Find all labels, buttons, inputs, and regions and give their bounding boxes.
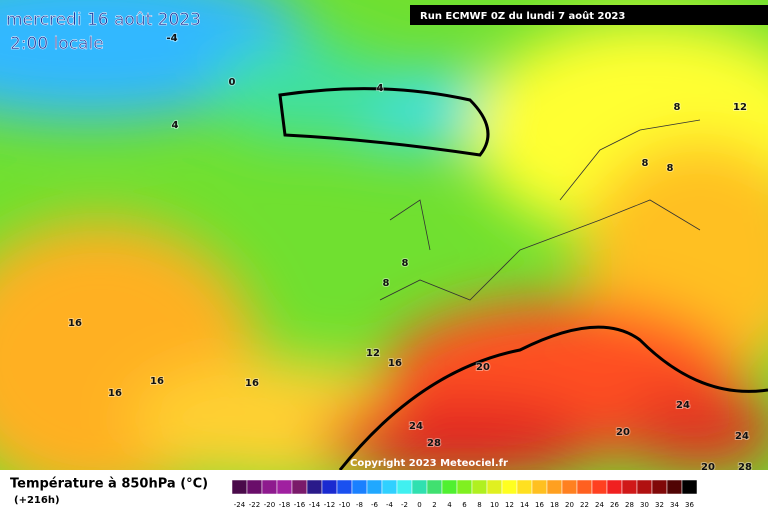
map-time: 2:00 locale bbox=[10, 34, 104, 54]
colorbar-swatch bbox=[606, 479, 623, 495]
colorbar-label: 34 bbox=[670, 501, 679, 509]
contour-label: 20 bbox=[616, 427, 630, 438]
colorbar-swatch bbox=[636, 479, 653, 495]
colorbar-label: -24 bbox=[234, 501, 246, 509]
colorbar-swatch bbox=[441, 479, 458, 495]
colorbar-label: -2 bbox=[401, 501, 408, 509]
contour-label: 4 bbox=[172, 120, 179, 131]
map-date: mercredi 16 août 2023 bbox=[6, 10, 201, 30]
colorbar-swatch bbox=[321, 479, 338, 495]
contour-label: 24 bbox=[735, 431, 749, 442]
colorbar-label: 16 bbox=[535, 501, 544, 509]
colorbar-label: -6 bbox=[371, 501, 379, 509]
contour-label: 16 bbox=[245, 378, 259, 389]
contour-label: -4 bbox=[166, 33, 177, 44]
contour-label: 8 bbox=[383, 278, 390, 289]
temperature-field bbox=[0, 0, 768, 500]
colorbar-swatch bbox=[621, 479, 638, 495]
colorbar-label: 4 bbox=[447, 501, 452, 509]
colorbar-label: -8 bbox=[356, 501, 363, 509]
contour-label: 16 bbox=[108, 388, 122, 399]
colorbar-swatch bbox=[231, 479, 248, 495]
contour-label: 8 bbox=[674, 102, 681, 113]
colorbar-label: -4 bbox=[386, 501, 394, 509]
contour-label: 24 bbox=[676, 400, 690, 411]
colorbar-label: -20 bbox=[264, 501, 275, 509]
colorbar-label: 12 bbox=[505, 501, 514, 509]
colorbar-label: 32 bbox=[655, 501, 664, 509]
colorbar-swatch bbox=[396, 479, 413, 495]
run-banner bbox=[410, 5, 768, 25]
colorbar-swatch bbox=[486, 479, 503, 495]
colorbar-label: 6 bbox=[462, 501, 467, 509]
contour-label: 28 bbox=[427, 438, 441, 449]
footer-title: Température à 850hPa (°C) bbox=[10, 477, 208, 492]
colorbar-label: 10 bbox=[490, 501, 499, 509]
colorbar-swatch bbox=[531, 479, 548, 495]
colorbar: -24 -22 -20 -18 -16 -14 -12 -10 -8 -6 -4 -2 0 2 4 6 8 10 1… bbox=[231, 479, 698, 509]
colorbar-label: -18 bbox=[279, 501, 290, 509]
colorbar-swatch bbox=[246, 479, 263, 495]
contour-label: 8 bbox=[402, 258, 409, 269]
colorbar-label: 26 bbox=[610, 501, 619, 509]
colorbar-swatch bbox=[456, 479, 473, 495]
copyright: Copyright 2023 Meteociel.fr bbox=[350, 458, 508, 469]
contour-label: 12 bbox=[733, 102, 747, 113]
colorbar-swatch bbox=[426, 479, 443, 495]
colorbar-swatch bbox=[276, 479, 293, 495]
colorbar-label: -22 bbox=[249, 501, 260, 509]
contour-label: 16 bbox=[68, 318, 82, 329]
colorbar-swatch bbox=[261, 479, 278, 495]
contour-label: 0 bbox=[229, 77, 236, 88]
contour-label: 4 bbox=[377, 83, 384, 94]
colorbar-swatch bbox=[516, 479, 533, 495]
colorbar-label: -12 bbox=[324, 501, 335, 509]
colorbar-swatch bbox=[561, 479, 578, 495]
colorbar-swatch bbox=[666, 479, 683, 495]
colorbar-label: 18 bbox=[550, 501, 559, 509]
colorbar-swatch bbox=[576, 479, 593, 495]
contour-label: 16 bbox=[388, 358, 402, 369]
colorbar-swatch bbox=[681, 479, 698, 495]
colorbar-swatch bbox=[381, 479, 398, 495]
colorbar-label: 8 bbox=[477, 501, 481, 509]
colorbar-label: 24 bbox=[595, 501, 604, 509]
colorbar-swatch bbox=[411, 479, 428, 495]
contour-label: 8 bbox=[642, 158, 649, 169]
colorbar-swatch bbox=[291, 479, 308, 495]
colorbar-swatch bbox=[546, 479, 563, 495]
colorbar-swatch bbox=[591, 479, 608, 495]
colorbar-label: 22 bbox=[580, 501, 589, 509]
colorbar-label: 2 bbox=[432, 501, 436, 509]
colorbar-label: 14 bbox=[520, 501, 529, 509]
colorbar-label: 0 bbox=[417, 501, 421, 509]
colorbar-label: 20 bbox=[565, 501, 574, 509]
colorbar-swatch bbox=[336, 479, 353, 495]
colorbar-label: 28 bbox=[625, 501, 634, 509]
contour-label: 16 bbox=[150, 376, 164, 387]
contour-label: 20 bbox=[476, 362, 490, 373]
colorbar-swatch bbox=[351, 479, 368, 495]
lead-time: (+216h) bbox=[14, 495, 60, 506]
colorbar-swatch bbox=[366, 479, 383, 495]
colorbar-label: -16 bbox=[294, 501, 306, 509]
colorbar-label: -10 bbox=[339, 501, 350, 509]
colorbar-swatch bbox=[471, 479, 488, 495]
colorbar-label: 36 bbox=[685, 501, 694, 509]
contour-label: 12 bbox=[366, 348, 380, 359]
contour-label: 24 bbox=[409, 421, 423, 432]
colorbar-swatch bbox=[651, 479, 668, 495]
run-info: Run ECMWF 0Z du lundi 7 août 2023 bbox=[420, 10, 625, 22]
colorbar-label: -14 bbox=[309, 501, 321, 509]
colorbar-label: 30 bbox=[640, 501, 649, 509]
colorbar-swatch bbox=[306, 479, 323, 495]
contour-label: 8 bbox=[667, 163, 674, 174]
colorbar-swatch bbox=[501, 479, 518, 495]
